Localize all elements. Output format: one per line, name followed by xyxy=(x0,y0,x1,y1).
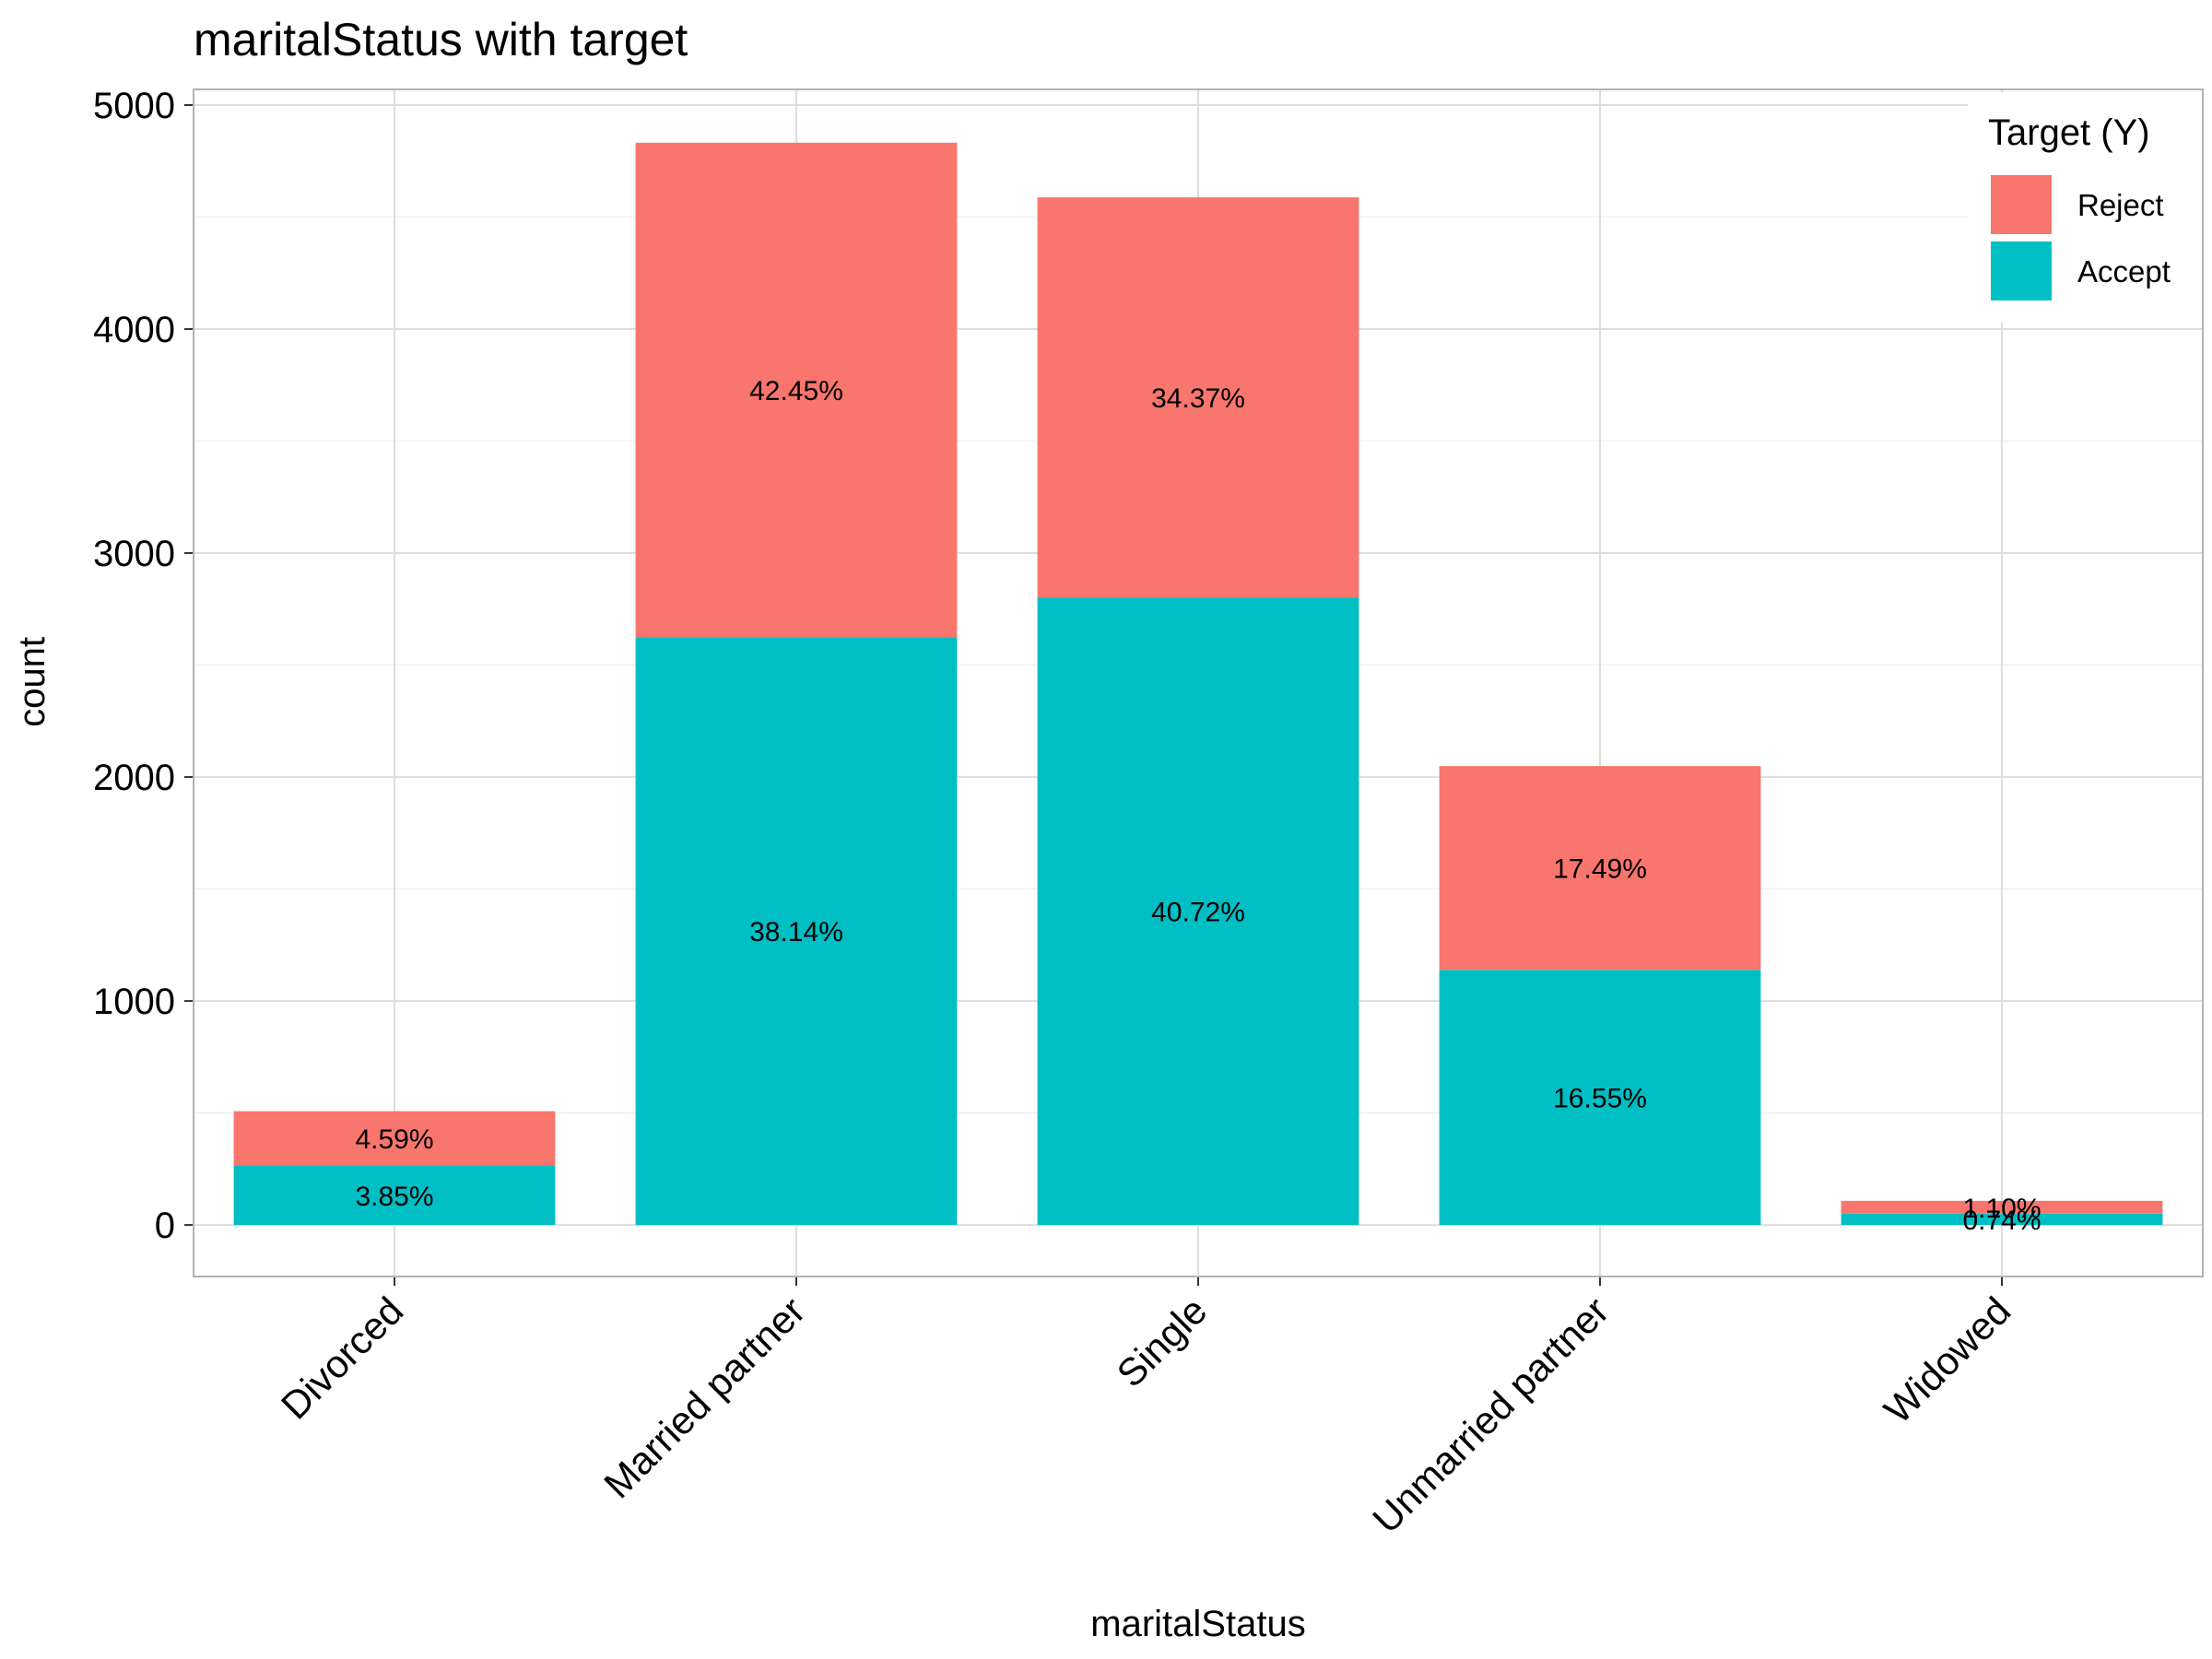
legend-items: Reject Accept xyxy=(1991,175,2171,300)
panel-border xyxy=(193,88,2204,1277)
legend-swatch-reject xyxy=(1991,175,2052,234)
bar-label-divorced-accept: 3.85% xyxy=(355,1182,433,1212)
legend: Target (Y) Reject Accept xyxy=(1968,92,2212,323)
legend-swatch-accept xyxy=(1991,241,2052,300)
bar-label-married-partner-reject: 42.45% xyxy=(749,376,843,406)
bar-unmarried-partner-accept xyxy=(1439,970,1761,1226)
bar-divorced-reject xyxy=(233,1111,556,1166)
bar-unmarried-partner-reject xyxy=(1439,766,1761,971)
y-tick-label: 5000 xyxy=(93,86,175,126)
y-axis-title: count xyxy=(12,637,53,727)
bar-label-unmarried-partner-accept: 16.55% xyxy=(1553,1084,1647,1114)
bar-label-unmarried-partner-reject: 17.49% xyxy=(1553,854,1647,885)
legend-label-accept: Accept xyxy=(2077,254,2171,288)
bar-label-widowed-accept: 0.74% xyxy=(1962,1206,2041,1236)
bar-married-partner-accept xyxy=(635,637,958,1226)
bars xyxy=(233,142,2163,1226)
x-axis-title: maritalStatus xyxy=(1090,1604,1305,1644)
bar-single-reject xyxy=(1037,197,1359,598)
bar-widowed-reject xyxy=(1841,1200,2163,1214)
bar-single-accept xyxy=(1037,597,1359,1226)
bar-label-single-accept: 40.72% xyxy=(1151,898,1245,928)
y-tick-label: 1000 xyxy=(93,982,175,1022)
bar-labels: 3.85% 4.59% 38.14% 42.45% 40.72% 34.37% 16.55%… xyxy=(355,376,2041,1236)
bar-married-partner-reject xyxy=(635,142,958,638)
bar-label-divorced-reject: 4.59% xyxy=(355,1124,433,1155)
y-tick-label: 0 xyxy=(155,1206,175,1246)
bar-label-widowed-reject: 1.10% xyxy=(1962,1194,2041,1224)
bar-label-married-partner-accept: 38.14% xyxy=(749,917,843,947)
legend-title: Target (Y) xyxy=(1988,112,2150,153)
bar-divorced-accept xyxy=(233,1165,556,1226)
chart-title: maritalStatus with target xyxy=(194,14,688,65)
y-axis: 0 1000 2000 3000 4000 5000 xyxy=(93,86,194,1246)
legend-label-reject: Reject xyxy=(2077,188,2164,222)
y-tick-label: 4000 xyxy=(93,310,175,350)
y-tick-label: 2000 xyxy=(93,758,175,798)
bar-label-single-reject: 34.37% xyxy=(1151,383,1245,414)
bar-widowed-accept xyxy=(1841,1213,2163,1226)
y-tick-label: 3000 xyxy=(93,534,175,574)
